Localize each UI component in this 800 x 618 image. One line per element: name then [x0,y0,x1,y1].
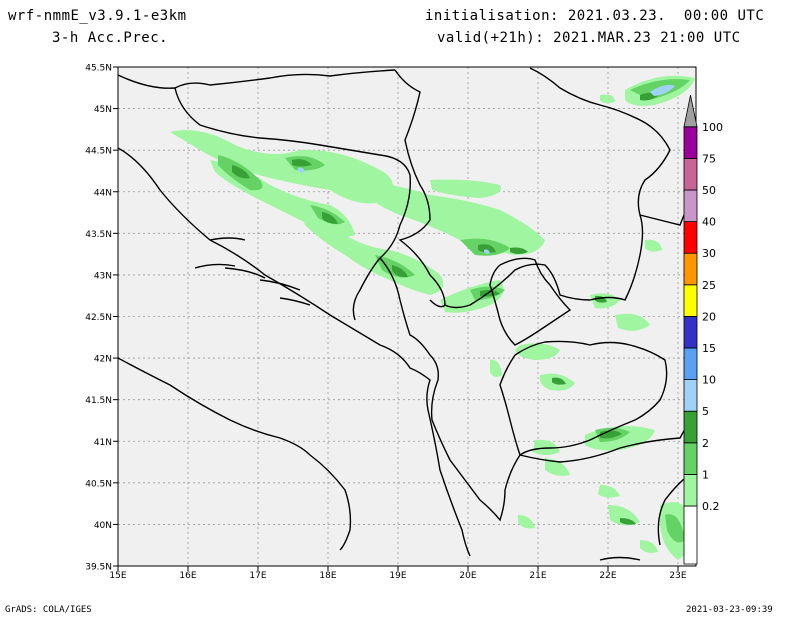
border-montenegro [379,257,446,356]
precip-heavy [392,265,408,278]
colorbar-label: 1 [702,468,709,481]
precip-light [518,515,535,529]
precip-heavy [478,244,496,253]
lat-tick-label: 41N [94,438,112,448]
colorbar-segment [683,221,698,254]
croatia-islands [194,237,311,306]
lon-tick-label: 20E [459,571,476,581]
precip-areas [170,75,695,560]
latitude-labels: 45.5N 45N 44.5N 44N 43.5N 43N 42.5N 42N 41.5N 41N… [85,64,118,573]
border-serbia [394,67,671,309]
border-slovenia [118,69,396,89]
lat-tick-label: 45.5N [85,64,112,74]
colorbar-segment [683,473,698,507]
border-albania [429,354,521,522]
precip-light [645,239,662,252]
footer-timestamp: 2021-03-23-09:39 [686,605,773,615]
lat-tick-label: 44.5N [85,147,112,157]
lon-tick-label: 18E [319,571,336,581]
colorbar-label: 2 [702,437,709,450]
colorbar-label: 10 [702,374,716,387]
colorbar-label: 0.2 [702,500,720,513]
colorbar-segment [683,284,698,317]
colorbar-segment [683,410,698,444]
lon-tick-label: 16E [179,571,196,581]
colorbar-segment [683,315,698,349]
colorbar-label: 25 [702,279,716,292]
precip-heavy [552,377,566,385]
precip-light [640,540,658,553]
border-bosnia [174,87,411,321]
longitude-labels: 15E 16E 17E 18E 19E 20E 21E 22E 23E [109,566,687,581]
lat-tick-label: 40N [94,521,112,531]
colorbar-label: 50 [702,184,716,197]
precip-heavy [232,165,250,179]
precip-light [515,343,560,360]
colorbar-label: 5 [702,405,709,418]
border-macedonia [514,340,668,456]
precip-light [545,458,570,476]
colorbar-base [683,505,698,565]
field-title: 3-h Acc.Prec. [52,30,169,46]
lon-tick-label: 21E [529,571,546,581]
colorbar-segment [683,189,698,223]
precip-5mm [484,249,490,254]
precip-heavy [595,295,607,303]
init-time: initialisation: 2021.03.23. 00:00 UTC [425,8,765,24]
model-title: wrf-nmmE_v3.9.1-e3km [8,8,187,24]
lon-tick-label: 19E [389,571,406,581]
colorbar-arrow [683,95,698,128]
colorbar-segment [683,379,698,412]
lat-tick-label: 44N [94,188,112,198]
colorbar-label: 20 [702,310,716,323]
valid-time: valid(+21h): 2021.MAR.23 21:00 UTC [437,30,741,46]
lat-tick-label: 42N [94,355,112,365]
colorbar-segment [683,157,698,191]
lon-tick-label: 15E [109,571,126,581]
coastlines-borders [118,67,696,561]
colorbar-label: 30 [702,247,716,260]
colorbar-label: 15 [702,342,716,355]
precip-heavy [620,518,636,525]
precip-moderate [665,514,685,543]
colorbar-segment [683,252,698,286]
lat-tick-label: 40.5N [85,479,112,489]
precip-heavy [292,159,312,167]
footer-credit: GrADS: COLA/IGES [5,605,92,615]
precip-5mm [650,84,675,96]
italy-coastline [118,357,352,551]
colorbar-label: 100 [702,121,723,134]
precip-light [490,359,502,377]
precip-heavy [322,212,338,224]
precip-light [170,130,394,204]
lat-tick-label: 45N [94,105,112,115]
precip-light [615,313,650,331]
colorbar-label: 75 [702,152,716,165]
colorbar-segment [683,126,698,159]
border-kosovo [489,257,572,346]
lon-tick-label: 23E [669,571,686,581]
lon-tick-label: 17E [249,571,266,581]
precip-light [600,94,615,104]
colorbar-label: 40 [702,216,716,229]
precip-light [430,179,501,198]
lat-tick-label: 43.5N [85,230,112,240]
colorbar-segment [683,347,698,381]
lat-tick-label: 41.5N [85,396,112,406]
precip-heavy [510,247,528,254]
colorbar-segment [683,442,698,475]
precip-light [360,180,545,255]
precip-light [598,485,620,498]
adriatic-coastline [118,147,471,557]
lat-tick-label: 42.5N [85,313,112,323]
precip-5mm [298,167,305,173]
lat-tick-label: 39.5N [85,563,112,573]
lat-tick-label: 43N [94,271,112,281]
lon-tick-label: 22E [599,571,616,581]
